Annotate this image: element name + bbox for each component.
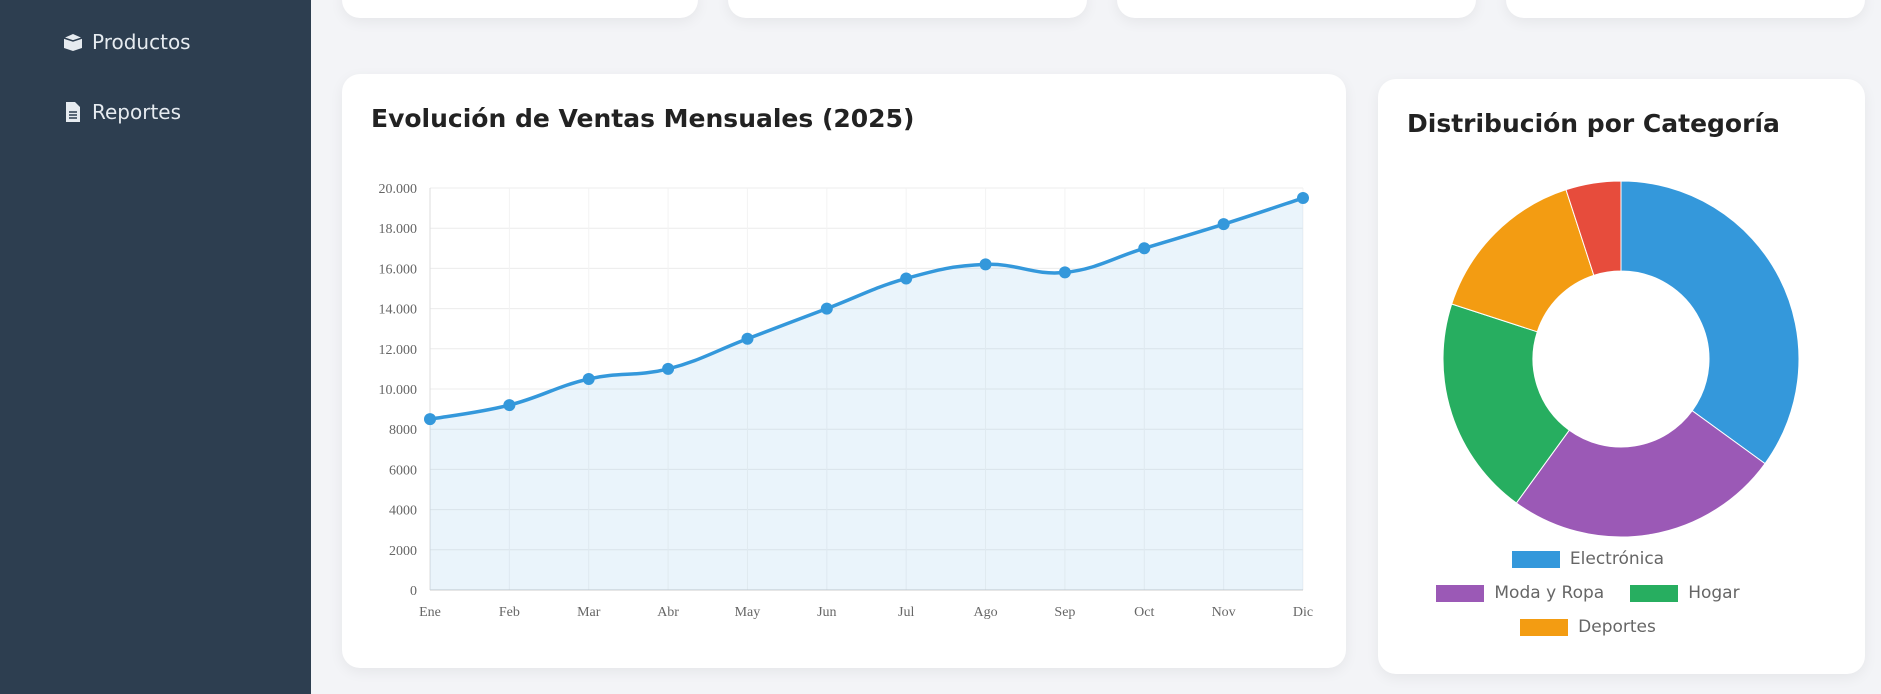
point xyxy=(503,399,516,412)
slice xyxy=(1620,180,1800,465)
x-tick-label: Sep xyxy=(1054,605,1075,620)
x-tick-label: Feb xyxy=(499,605,520,620)
point xyxy=(900,272,913,285)
nav-item[interactable]: Productos xyxy=(62,30,191,54)
legend-item[interactable]: Electrónica xyxy=(1511,549,1665,569)
nav-item[interactable]: Reportes xyxy=(62,100,181,124)
x-tick-label: May xyxy=(735,605,761,620)
stat-card xyxy=(342,0,698,18)
point xyxy=(1297,192,1309,205)
point xyxy=(1138,242,1151,255)
doughnut-chart xyxy=(1442,180,1800,538)
x-tick-label: Abr xyxy=(657,605,679,620)
x-tick-label: Ene xyxy=(419,605,441,620)
x-tick-label: Jul xyxy=(898,605,914,620)
legend-item[interactable]: Hogar xyxy=(1630,583,1740,603)
stat-card xyxy=(728,0,1087,18)
slice xyxy=(1451,189,1595,333)
sidebar: Productos Reportes xyxy=(0,0,311,694)
line-chart: 0 2000 4000 6000 8000 10.000 12.000 14.000 16.00… xyxy=(379,182,1314,620)
y-tick-label: 16.000 xyxy=(379,262,418,277)
y-tick-label: 18.000 xyxy=(379,222,418,237)
point xyxy=(979,258,992,271)
point xyxy=(582,372,595,385)
y-tick-label: 12.000 xyxy=(379,343,418,358)
y-tick-label: 10.000 xyxy=(379,383,418,398)
slice xyxy=(1565,180,1622,276)
slice xyxy=(1442,303,1570,504)
point xyxy=(741,332,754,345)
stat-card xyxy=(1506,0,1865,18)
x-tick-label: Dic xyxy=(1293,605,1313,620)
legend: Electrónica Moda y Ropa Hogar Deportes xyxy=(1418,549,1758,637)
box-icon xyxy=(63,34,83,51)
stat-card xyxy=(1117,0,1476,18)
y-tick-label: 2000 xyxy=(389,544,417,559)
slice xyxy=(1515,410,1766,538)
legend-swatch xyxy=(1436,584,1485,602)
legend-label: Deportes xyxy=(1578,617,1656,637)
chart-card: Distribución por Categoría Electrónica Mo… xyxy=(1378,79,1865,674)
point xyxy=(662,362,675,375)
legend-item[interactable]: Deportes xyxy=(1520,617,1656,637)
y-tick-label: 4000 xyxy=(389,504,417,519)
y-tick-label: 20.000 xyxy=(379,182,418,197)
chart-card: Evolución de Ventas Mensuales (2025) 0 20… xyxy=(342,74,1346,668)
y-tick-label: 0 xyxy=(410,584,417,599)
legend-label: Hogar xyxy=(1688,583,1740,603)
point xyxy=(1058,266,1071,279)
legend-swatch xyxy=(1520,618,1569,636)
point xyxy=(424,413,436,426)
x-tick-label: Mar xyxy=(577,605,601,620)
legend-item[interactable]: Moda y Ropa xyxy=(1436,583,1604,603)
point xyxy=(820,302,833,315)
legend-label: Electrónica xyxy=(1569,549,1665,569)
legend-swatch xyxy=(1630,584,1679,602)
point xyxy=(1217,218,1230,231)
document-icon xyxy=(66,102,80,122)
y-tick-label: 8000 xyxy=(389,423,417,438)
y-tick-label: 6000 xyxy=(389,463,417,478)
chart-title: Evolución de Ventas Mensuales (2025) xyxy=(371,104,915,133)
x-tick-label: Ago xyxy=(973,605,997,620)
x-tick-label: Jun xyxy=(817,605,836,620)
y-tick-label: 14.000 xyxy=(379,303,418,318)
legend-swatch xyxy=(1511,550,1560,568)
nav-label: Reportes xyxy=(92,100,182,124)
area xyxy=(430,198,1303,591)
chart-title: Distribución por Categoría xyxy=(1407,109,1780,138)
x-tick-label: Nov xyxy=(1212,605,1236,620)
legend-label: Moda y Ropa xyxy=(1494,583,1605,603)
x-tick-label: Oct xyxy=(1134,605,1154,620)
nav-label: Productos xyxy=(92,30,191,54)
